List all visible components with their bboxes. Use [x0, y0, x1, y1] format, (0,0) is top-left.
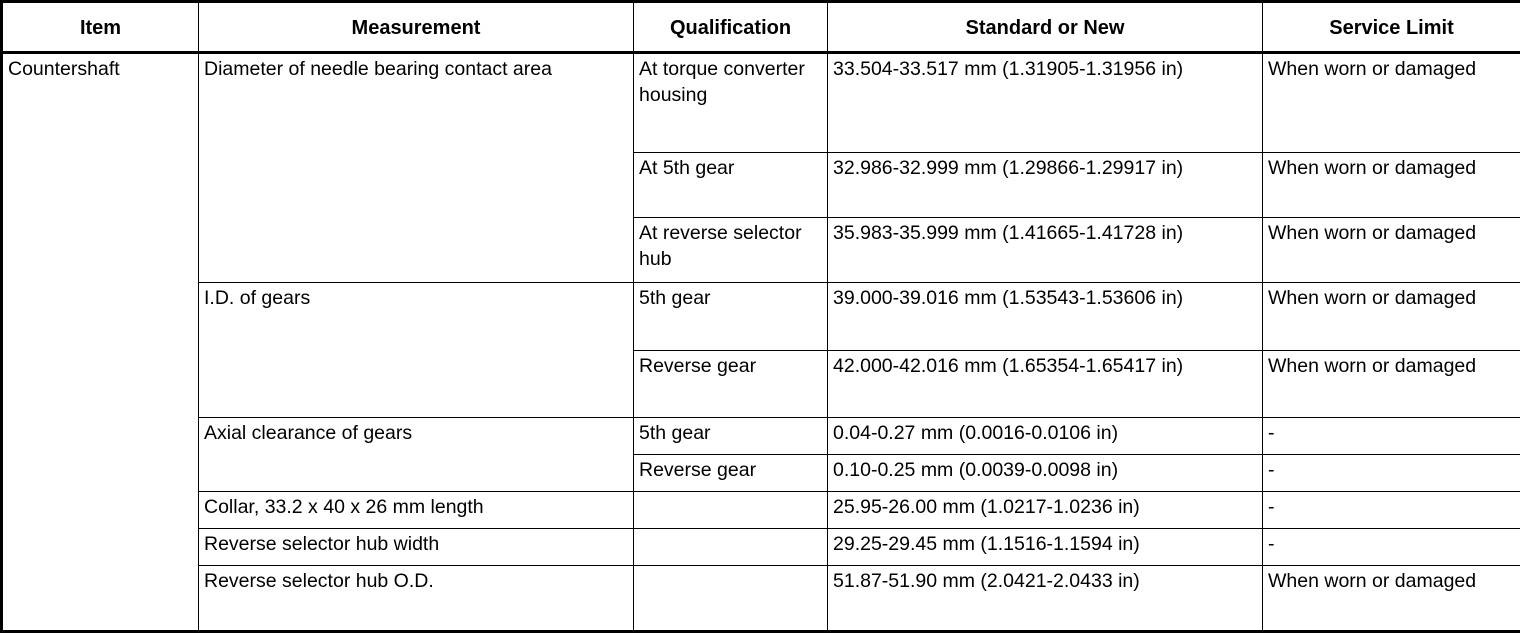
service-limit-cell: When worn or damaged	[1263, 53, 1520, 153]
table-header: Item Measurement Qualification Standard …	[2, 2, 1520, 53]
service-limit-cell: When worn or damaged	[1263, 566, 1520, 632]
column-header-item: Item	[2, 2, 199, 53]
standard-or-new-cell: 33.504-33.517 mm (1.31905-1.31956 in)	[828, 53, 1263, 153]
standard-or-new-cell: 0.04-0.27 mm (0.0016-0.0106 in)	[828, 418, 1263, 455]
measurement-cell: Reverse selector hub O.D.	[199, 566, 634, 632]
standard-or-new-cell: 0.10-0.25 mm (0.0039-0.0098 in)	[828, 455, 1263, 492]
table-row: Reverse selector hub O.D. 51.87-51.90 mm …	[2, 566, 1520, 632]
service-limit-cell: -	[1263, 529, 1520, 566]
qualification-cell: 5th gear	[634, 283, 828, 351]
service-limit-cell: -	[1263, 418, 1520, 455]
column-header-standard: Standard or New	[828, 2, 1263, 53]
service-limit-cell: When worn or damaged	[1263, 218, 1520, 283]
qualification-cell: At reverse selector hub	[634, 218, 828, 283]
header-row: Item Measurement Qualification Standard …	[2, 2, 1520, 53]
measurement-cell: I.D. of gears	[199, 283, 634, 418]
standard-or-new-cell: 42.000-42.016 mm (1.65354-1.65417 in)	[828, 351, 1263, 418]
column-header-measurement: Measurement	[199, 2, 634, 53]
qualification-cell: 5th gear	[634, 418, 828, 455]
measurement-cell: Collar, 33.2 x 40 x 26 mm length	[199, 492, 634, 529]
standard-or-new-cell: 29.25-29.45 mm (1.1516-1.1594 in)	[828, 529, 1263, 566]
service-limit-cell: When worn or damaged	[1263, 351, 1520, 418]
service-limit-cell: -	[1263, 492, 1520, 529]
service-limit-cell: When worn or damaged	[1263, 153, 1520, 218]
qualification-cell	[634, 529, 828, 566]
qualification-cell	[634, 566, 828, 632]
qualification-cell: At 5th gear	[634, 153, 828, 218]
table-row: Reverse selector hub width 29.25-29.45 mm…	[2, 529, 1520, 566]
measurement-cell: Reverse selector hub width	[199, 529, 634, 566]
service-limit-cell: -	[1263, 455, 1520, 492]
standard-or-new-cell: 32.986-32.999 mm (1.29866-1.29917 in)	[828, 153, 1263, 218]
column-header-qualification: Qualification	[634, 2, 828, 53]
standard-or-new-cell: 51.87-51.90 mm (2.0421-2.0433 in)	[828, 566, 1263, 632]
qualification-cell: Reverse gear	[634, 351, 828, 418]
standard-or-new-cell: 25.95-26.00 mm (1.0217-1.0236 in)	[828, 492, 1263, 529]
qualification-cell: At torque converter housing	[634, 53, 828, 153]
standard-or-new-cell: 39.000-39.016 mm (1.53543-1.53606 in)	[828, 283, 1263, 351]
qualification-cell	[634, 492, 828, 529]
service-limit-cell: When worn or damaged	[1263, 283, 1520, 351]
standard-or-new-cell: 35.983-35.999 mm (1.41665-1.41728 in)	[828, 218, 1263, 283]
qualification-cell: Reverse gear	[634, 455, 828, 492]
measurement-cell: Diameter of needle bearing contact area	[199, 53, 634, 283]
item-cell: Countershaft	[2, 53, 199, 632]
measurement-cell: Axial clearance of gears	[199, 418, 634, 492]
column-header-service-limit: Service Limit	[1263, 2, 1520, 53]
table-row: Collar, 33.2 x 40 x 26 mm length 25.95-26…	[2, 492, 1520, 529]
